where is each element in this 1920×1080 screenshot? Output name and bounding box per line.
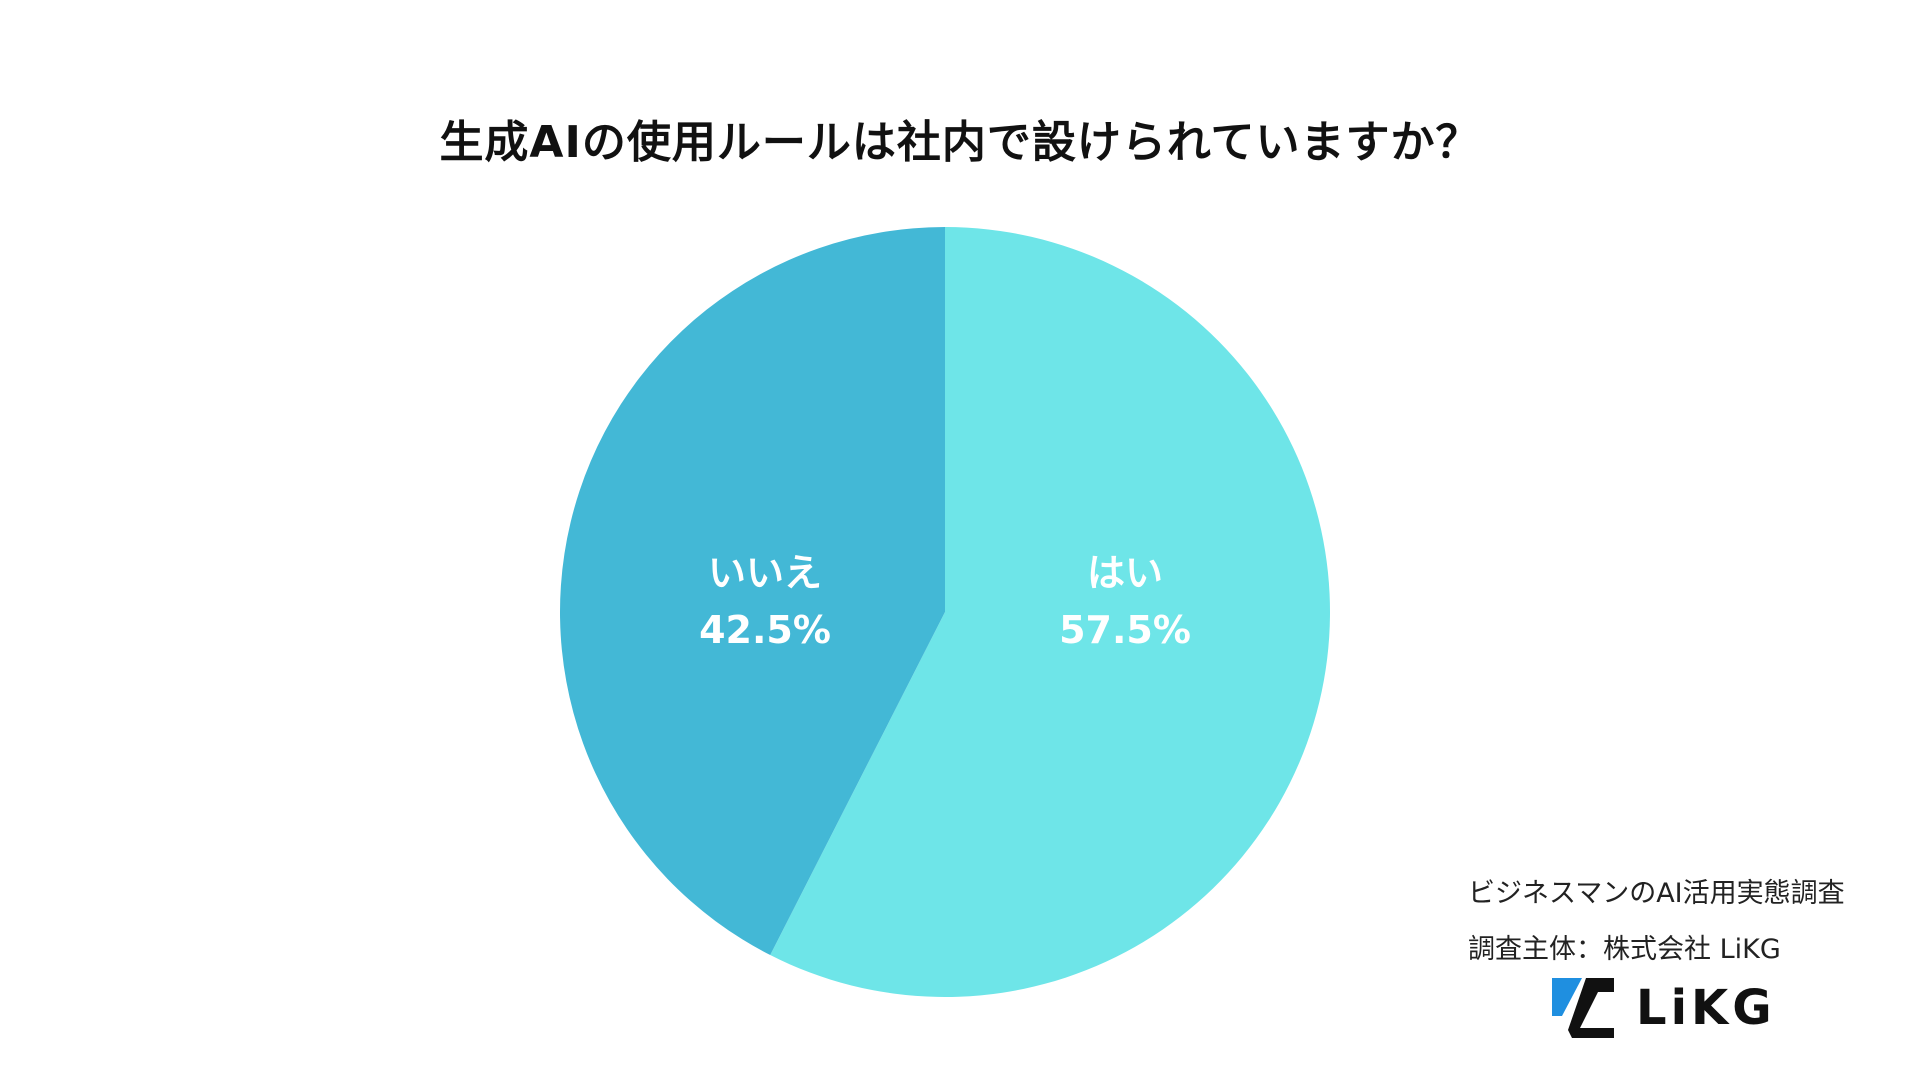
chart-title: 生成AIの使用ルールは社内で設けられていますか？: [439, 117, 1481, 168]
survey-owner: 調査主体：株式会社 LiKG: [1468, 934, 1781, 965]
logo-text: LiKG: [1636, 980, 1776, 1036]
slice-value-label-1: 42.5%: [699, 608, 831, 652]
pie-slices: [559, 227, 1330, 997]
likg-logo-mark-icon: [1552, 978, 1614, 1038]
likg-logo: LiKG: [1552, 978, 1812, 1038]
slice-label-1: いいえ: [708, 551, 822, 595]
survey-name: ビジネスマンのAI活用実態調査: [1468, 878, 1845, 909]
pie-slice-1: [559, 227, 945, 956]
pie-labels: はい 57.5% いいえ 42.5%: [699, 551, 1191, 652]
slice-label-0: はい: [1087, 551, 1163, 595]
slice-value-label-0: 57.5%: [1059, 608, 1191, 652]
survey-credit: ビジネスマンのAI活用実態調査 調査主体：株式会社 LiKG: [1468, 866, 1845, 978]
pie-slice-0: [770, 227, 1330, 997]
